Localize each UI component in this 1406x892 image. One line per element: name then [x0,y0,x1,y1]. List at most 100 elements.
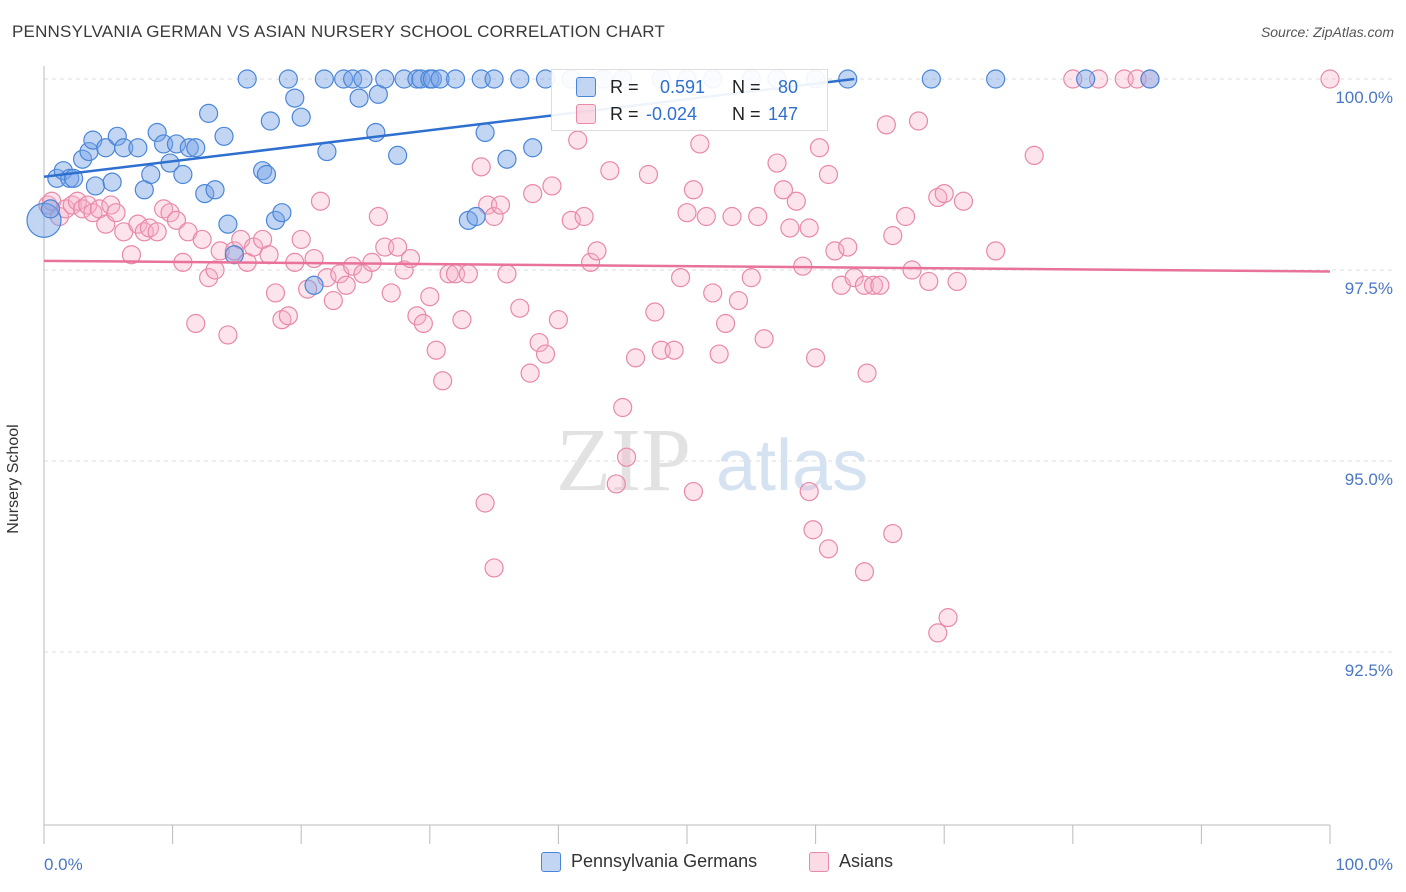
stats-r-value: 0.591 [660,76,706,97]
pennsylvania-germans-point [85,176,106,196]
pennsylvania-germans-point [353,69,373,89]
asians-point [471,157,491,177]
asians-point [857,363,877,383]
asians-point [433,371,453,391]
asians-point [192,229,212,250]
asians-point [205,260,225,280]
asians-point [953,191,974,211]
stats-n-value: 147 [768,103,799,124]
asians-point [568,130,588,150]
stats-n-value: 80 [778,76,799,97]
pennsylvania-germans-point [366,122,386,143]
asians-point [741,268,761,288]
asians-point [523,184,543,204]
asians-point [947,271,967,292]
legend: Pennsylvania Germans Asians [0,851,1406,877]
asians-point [548,310,569,330]
asians-point [259,245,279,265]
pennsylvania-germans-point [218,214,238,234]
asians-point [703,283,723,303]
asians-point [805,348,826,368]
asians-point [613,397,633,418]
asians-point [160,203,180,223]
asians-point [883,226,903,246]
asians-point [908,111,929,131]
pennsylvania-germans-point [1140,69,1160,89]
watermark: ZIP atlas [556,411,868,510]
asians-point [587,241,607,261]
asians-point [561,210,581,230]
stats-row-asians: R = -0.024 N = 147 [552,101,827,127]
asians-point [166,210,187,230]
pennsylvania-germans-point [484,69,504,89]
asians-point [388,237,408,257]
asians-point [426,340,446,360]
asians-point [304,248,324,269]
asians-point [336,275,356,295]
pennsylvania-germans-point [102,172,122,192]
pennsylvania-germans-point [1076,69,1096,89]
asians-point [291,229,311,250]
stats-r-value: -0.024 [646,103,698,124]
pennsylvania-germans-point [186,138,206,158]
pennsylvania-germans-point [195,184,215,204]
legend-item-asians[interactable]: Asians [809,851,893,872]
pennsylvania-germans-point [237,69,257,89]
asians-point [986,241,1006,261]
asians-point [934,184,954,204]
asians-point [420,287,440,307]
pennsylvania-germans-point [199,103,219,123]
asians-point [62,195,82,215]
pennsylvania-germans-point [278,69,298,89]
asians-point [310,191,331,211]
pennsylvania-germans-point [422,69,442,89]
y-tick-label: 92.5% [1345,661,1393,680]
asians-point [870,275,890,295]
legend-item-pennsylvania-germans[interactable]: Pennsylvania Germans [541,851,757,872]
asians-point [265,283,286,303]
pennsylvania-germans-point [375,69,395,89]
pennsylvania-germans-point [986,69,1006,89]
pennsylvania-germans-point [173,164,193,185]
asians-point [1024,145,1044,165]
pennsylvania-germans-point [304,275,324,295]
asians-point [690,134,710,154]
asians-point [452,310,472,330]
asians-point [72,199,93,219]
pennsylvania-germans-point [291,107,311,127]
asians-point [683,180,704,200]
asians-point [529,332,549,353]
pennsylvania-germans-point [921,69,941,89]
asians-point [542,176,562,196]
asians-point [883,523,903,544]
pennsylvania-germans-point [205,180,225,200]
legend-label: Pennsylvania Germans [571,851,758,871]
asians-point [413,313,433,334]
pennsylvania-germans-point [265,210,286,230]
pennsylvania-germans-point [179,138,199,158]
pennsylvania-germans-point [256,164,277,185]
pennsylvania-germans-point [224,245,244,265]
asians-point [919,271,939,292]
asians-point [683,481,704,502]
asians-point [803,520,823,540]
y-tick-label: 97.5% [1345,279,1393,298]
asians-point [799,481,819,502]
asians-point [407,306,427,326]
asians-point [902,260,922,280]
pennsylvania-germans-point [497,149,517,169]
asians-point [497,264,517,284]
asians-point [722,206,742,227]
asians-point [600,161,620,181]
pennsylvania-germans-point [40,199,61,219]
watermark-zip: ZIP [556,411,691,510]
pennsylvania-germans-point [388,145,408,165]
stats-row-pennsylvania-germans: R = 0.591 N = 80 [552,74,827,100]
asians-point [210,241,230,261]
asians-point [199,268,219,288]
pennsylvania-germans-point [510,69,530,89]
pennsylvania-germans-point [141,164,161,185]
asians-point [809,138,830,158]
stats-r-label: R = [610,76,639,97]
pennsylvania-germans-point [285,88,305,108]
